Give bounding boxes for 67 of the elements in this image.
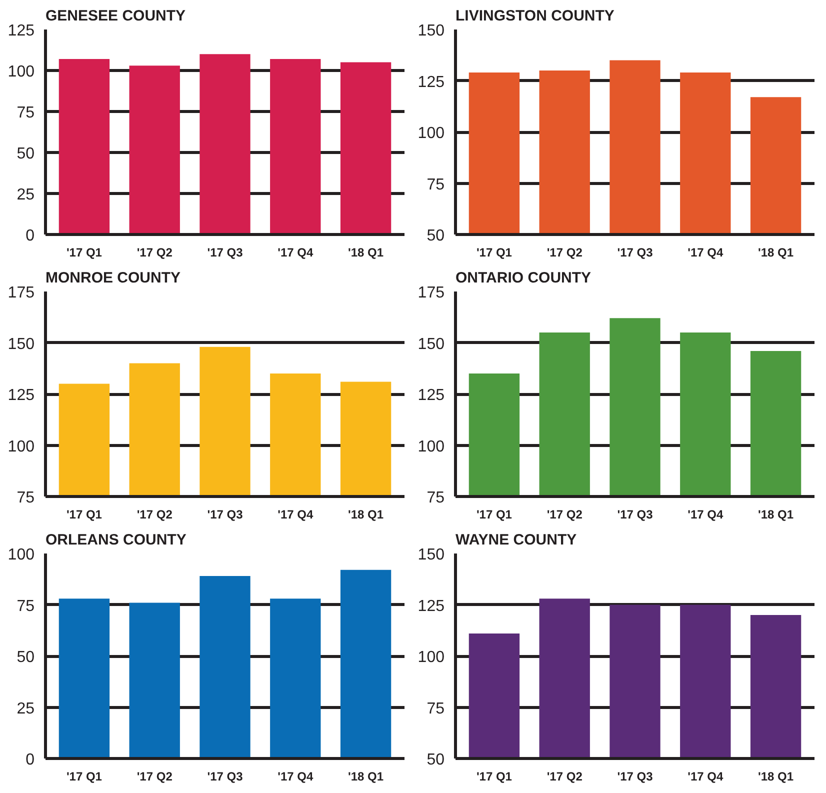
y-tick-label: 150	[418, 546, 445, 564]
x-tick-label: '18 Q1	[348, 770, 384, 784]
x-tick-label: '17 Q2	[136, 246, 173, 260]
x-tick-label: '17 Q2	[546, 770, 583, 784]
x-tick-label: '17 Q2	[546, 508, 583, 522]
y-tick-label: 175	[8, 284, 35, 302]
y-tick-label: 75	[426, 490, 445, 506]
y-tick-label: 150	[8, 336, 35, 353]
x-tick-label: '18 Q1	[348, 508, 384, 522]
y-tick-label: 125	[418, 74, 445, 91]
y-tick-label: 0	[26, 752, 35, 768]
y-tick-label: 175	[418, 284, 445, 302]
x-tick-label: '18 Q1	[758, 770, 794, 784]
x-tick-label: '17 Q3	[617, 246, 654, 260]
y-tick-label: 50	[16, 146, 35, 162]
x-tick-label: '17 Q2	[546, 246, 583, 260]
y-tick-label: 50	[16, 649, 35, 666]
chart-title: GENESEE COUNTY	[46, 8, 186, 24]
x-tick-label: '17 Q2	[136, 508, 173, 522]
x-tick-label: '18 Q1	[758, 246, 794, 260]
y-tick-label: 125	[418, 598, 445, 615]
chart-title: MONROE COUNTY	[46, 270, 180, 286]
y-tick-label: 25	[16, 186, 35, 204]
y-tick-label: 50	[426, 752, 445, 768]
y-tick-label: 75	[16, 598, 35, 615]
chart-title: ONTARIO COUNTY	[456, 270, 592, 286]
x-tick-label: '17 Q3	[617, 770, 654, 784]
x-tick-label: '17 Q3	[207, 508, 244, 522]
chart-title: WAYNE COUNTY	[456, 532, 577, 548]
chart-title: ORLEANS COUNTY	[46, 532, 186, 548]
y-tick-label: 100	[8, 64, 35, 80]
y-tick-label: 150	[418, 336, 445, 353]
y-tick-label: 100	[8, 546, 35, 564]
x-tick-label: '17 Q4	[278, 508, 314, 522]
x-tick-label: '17 Q4	[278, 246, 314, 260]
y-tick-label: 0	[26, 228, 35, 244]
y-tick-label: 100	[418, 438, 445, 456]
y-tick-label: 75	[426, 700, 445, 718]
y-tick-label: 100	[418, 125, 445, 142]
x-tick-label: '17 Q1	[66, 246, 102, 260]
x-tick-label: '17 Q2	[136, 770, 173, 784]
x-tick-label: '17 Q4	[688, 246, 724, 260]
chart-title: LIVINGSTON COUNTY	[456, 8, 614, 24]
y-tick-label: 100	[418, 649, 445, 666]
y-tick-label: 50	[426, 228, 445, 244]
x-tick-label: '17 Q1	[66, 508, 102, 522]
y-tick-label: 125	[8, 387, 35, 404]
x-tick-label: '17 Q3	[617, 508, 654, 522]
y-tick-label: 75	[16, 490, 35, 506]
x-tick-label: '17 Q4	[688, 508, 724, 522]
y-tick-label: 75	[426, 176, 445, 194]
x-tick-label: '17 Q1	[476, 246, 512, 260]
y-tick-label: 100	[8, 438, 35, 456]
x-tick-label: '17 Q1	[476, 508, 512, 522]
x-tick-label: '18 Q1	[758, 508, 794, 522]
y-tick-label: 150	[418, 22, 445, 40]
y-tick-label: 125	[418, 387, 445, 404]
x-tick-label: '17 Q4	[278, 770, 314, 784]
x-tick-label: '17 Q1	[66, 770, 102, 784]
x-tick-label: '17 Q1	[476, 770, 512, 784]
y-tick-label: 75	[16, 104, 35, 122]
y-tick-label: 125	[8, 22, 35, 40]
x-tick-label: '17 Q3	[207, 770, 244, 784]
x-tick-label: '17 Q4	[688, 770, 724, 784]
y-tick-label: 25	[16, 700, 35, 718]
x-tick-label: '17 Q3	[207, 246, 244, 260]
x-tick-label: '18 Q1	[348, 246, 384, 260]
